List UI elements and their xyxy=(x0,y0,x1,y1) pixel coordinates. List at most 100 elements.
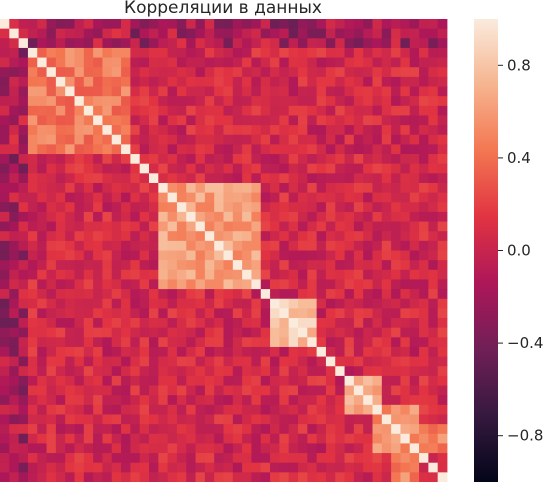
heatmap-cell xyxy=(18,144,29,155)
heatmap-cell xyxy=(251,289,262,300)
heatmap-cell xyxy=(381,443,392,454)
heatmap-cell xyxy=(186,366,196,377)
heatmap-cell xyxy=(353,375,364,386)
heatmap-cell xyxy=(149,337,159,348)
heatmap-cell xyxy=(204,269,215,280)
heatmap-cell xyxy=(27,298,38,309)
heatmap-cell xyxy=(130,57,141,68)
heatmap-cell xyxy=(186,433,196,444)
heatmap-cell xyxy=(149,472,159,482)
heatmap-cell xyxy=(121,260,131,271)
heatmap-cell xyxy=(102,318,113,329)
heatmap-cell xyxy=(111,337,122,348)
heatmap-cell xyxy=(428,202,439,213)
heatmap-cell xyxy=(55,47,66,58)
heatmap-cell xyxy=(316,240,327,251)
heatmap-cell xyxy=(428,472,439,482)
heatmap-cell xyxy=(391,144,401,155)
heatmap-cell xyxy=(176,173,187,184)
heatmap-cell xyxy=(111,443,122,454)
heatmap-cell xyxy=(409,366,420,377)
heatmap-cell xyxy=(279,38,290,49)
heatmap-cell xyxy=(111,211,122,222)
heatmap-cell xyxy=(65,182,75,194)
heatmap-cell xyxy=(391,366,401,377)
heatmap-cell xyxy=(83,192,94,203)
heatmap-cell xyxy=(176,76,187,87)
heatmap-cell xyxy=(251,231,262,242)
heatmap-cell xyxy=(242,163,252,174)
heatmap-cell xyxy=(204,318,215,329)
heatmap-cell xyxy=(428,433,439,444)
heatmap-cell xyxy=(37,289,47,300)
heatmap-cell xyxy=(325,337,336,348)
heatmap-cell xyxy=(121,154,131,165)
heatmap-cell xyxy=(400,308,411,319)
heatmap-cell xyxy=(279,462,290,473)
heatmap-cell xyxy=(260,289,271,300)
heatmap-cell xyxy=(428,57,439,68)
heatmap-cell xyxy=(363,144,373,155)
heatmap-cell xyxy=(204,67,215,78)
heatmap-cell xyxy=(288,366,299,377)
heatmap-cell xyxy=(18,308,29,319)
colorbar-tick-label: 0.0 xyxy=(507,242,531,260)
heatmap-cell xyxy=(204,356,215,367)
heatmap-cell xyxy=(111,414,122,425)
heatmap-cell xyxy=(419,173,429,184)
heatmap-cell xyxy=(102,211,113,222)
heatmap-cell xyxy=(46,346,57,358)
heatmap-cell xyxy=(251,462,262,473)
heatmap-cell xyxy=(27,453,38,464)
heatmap-cell xyxy=(316,424,327,435)
heatmap-cell xyxy=(102,453,113,464)
heatmap-cell xyxy=(288,346,299,358)
heatmap-cell xyxy=(344,462,355,473)
heatmap-cell xyxy=(65,105,75,116)
heatmap-cell xyxy=(325,395,336,406)
heatmap-cell xyxy=(37,163,47,174)
heatmap-cell xyxy=(381,134,392,145)
heatmap-cell xyxy=(102,424,113,435)
heatmap-cell xyxy=(381,57,392,68)
heatmap-cell xyxy=(419,260,429,271)
heatmap-cell xyxy=(325,472,336,482)
heatmap-cell xyxy=(288,115,299,126)
heatmap-cell xyxy=(158,433,169,444)
heatmap-cell xyxy=(400,163,411,174)
heatmap-cell xyxy=(288,173,299,184)
heatmap-cell xyxy=(176,125,187,136)
heatmap-cell xyxy=(121,202,131,213)
heatmap-cell xyxy=(46,433,57,444)
heatmap-cell xyxy=(316,19,327,30)
heatmap-cell xyxy=(232,96,243,107)
heatmap-cell xyxy=(186,173,196,184)
heatmap-cell xyxy=(279,472,290,482)
heatmap-cell xyxy=(251,472,262,482)
heatmap-cell xyxy=(176,67,187,78)
heatmap-cell xyxy=(353,125,364,136)
heatmap-cell xyxy=(428,192,439,203)
heatmap-cell xyxy=(18,462,29,473)
heatmap-cell xyxy=(149,240,159,251)
heatmap-cell xyxy=(186,385,196,396)
heatmap-cell xyxy=(437,395,448,406)
heatmap-cell xyxy=(363,308,373,319)
heatmap-cell xyxy=(27,346,38,358)
heatmap-cell xyxy=(102,221,113,232)
heatmap-cell xyxy=(242,144,252,155)
heatmap-cell xyxy=(372,424,383,435)
heatmap-cell xyxy=(363,134,373,145)
heatmap-cell xyxy=(288,154,299,165)
heatmap-cell xyxy=(102,395,113,406)
heatmap-cell xyxy=(130,67,141,78)
heatmap-cell xyxy=(111,86,122,97)
heatmap-cell xyxy=(55,67,66,78)
heatmap-cell xyxy=(74,462,85,473)
heatmap-cell xyxy=(74,356,85,367)
heatmap-cell xyxy=(409,125,420,136)
heatmap-cell xyxy=(251,115,262,126)
heatmap-cell xyxy=(279,424,290,435)
heatmap-cell xyxy=(391,356,401,367)
heatmap-cell xyxy=(335,134,345,145)
